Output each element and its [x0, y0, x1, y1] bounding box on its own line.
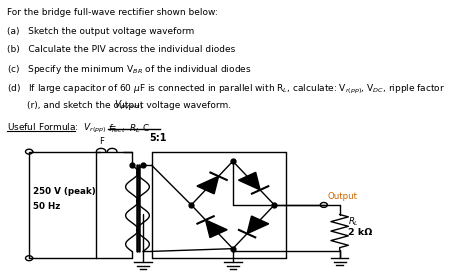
- Polygon shape: [197, 176, 219, 194]
- Text: For the bridge full-wave rectifier shown below:: For the bridge full-wave rectifier shown…: [7, 8, 217, 17]
- Text: (d)   If large capacitor of 60 $\mu$F is connected in parallel with R$_L$, calcu: (d) If large capacitor of 60 $\mu$F is c…: [7, 83, 445, 96]
- Text: 5:1: 5:1: [149, 133, 166, 143]
- Polygon shape: [206, 220, 227, 238]
- Text: $f_{rect}$  $R_L$ C: $f_{rect}$ $R_L$ C: [108, 123, 150, 136]
- Text: (r), and sketch the output voltage waveform.: (r), and sketch the output voltage wavef…: [27, 101, 231, 110]
- Text: $R_L$: $R_L$: [347, 215, 358, 228]
- Text: 2 kΩ: 2 kΩ: [347, 228, 372, 237]
- Text: (c)   Specify the minimum V$_{BR}$ of the individual diodes: (c) Specify the minimum V$_{BR}$ of the …: [7, 63, 251, 76]
- Text: (b)   Calculate the PIV across the individual diodes: (b) Calculate the PIV across the individ…: [7, 45, 235, 54]
- Text: $V_{p(rect)}$: $V_{p(rect)}$: [114, 99, 143, 112]
- Text: (a)   Sketch the output voltage waveform: (a) Sketch the output voltage waveform: [7, 27, 194, 36]
- Polygon shape: [238, 172, 260, 190]
- Text: Output: Output: [328, 192, 358, 201]
- Text: F: F: [100, 137, 104, 146]
- Text: 50 Hz: 50 Hz: [33, 202, 60, 211]
- Polygon shape: [247, 216, 269, 234]
- Text: 250 V (peak): 250 V (peak): [33, 187, 96, 196]
- Text: Useful Formula:  $V_{r(pp)}$ =: Useful Formula: $V_{r(pp)}$ =: [7, 122, 117, 135]
